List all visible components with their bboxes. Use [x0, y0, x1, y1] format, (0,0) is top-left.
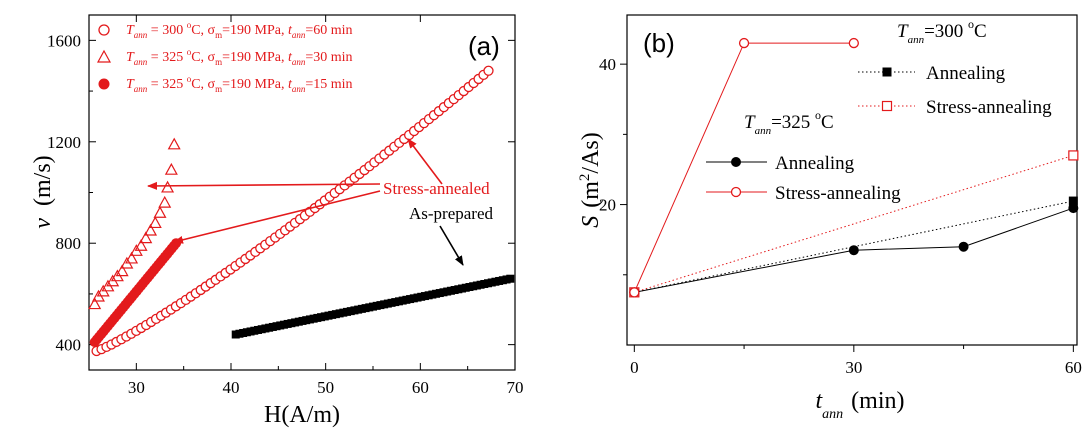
x-tick-label: 60	[1065, 358, 1082, 377]
panel-b-data	[629, 37, 1079, 298]
y-tick-label: 1200	[47, 133, 81, 152]
data-point	[125, 251, 139, 264]
data-point	[134, 239, 148, 251]
panel-a-ylabel-sym: v	[30, 218, 56, 229]
y-tick-label: 800	[56, 234, 82, 253]
series-filled-square	[231, 274, 515, 339]
panel-b-ticks: 0 30 60 20 40	[599, 55, 1082, 377]
annotation-as-prepared: As-prepared	[409, 204, 494, 223]
arrow-to-open-circle-series	[407, 138, 443, 185]
data-point	[161, 180, 175, 193]
x-tick-label: 40	[223, 378, 240, 397]
data-point	[629, 287, 640, 298]
data-point	[88, 297, 102, 310]
panel-a-ylabel: v (m/s)	[30, 155, 56, 228]
annotation-stress-annealed: Stress-annealed	[383, 179, 490, 198]
panel-b: 0 30 60 20 40 (b) tann (min) S (m2/As) Tann=30…	[577, 14, 1082, 422]
panel-b-ylabel-end: /As)	[578, 132, 604, 173]
data-point	[483, 65, 494, 76]
data-point	[738, 37, 750, 49]
legend-label: Tann = 325 oC, σm=190 MPa, tann=30 min	[126, 47, 353, 67]
data-point	[115, 264, 129, 277]
panel-b-legend: Tann=300 oC Annealing Stress-annealing Tann…	[706, 17, 1052, 204]
legend-label-annealing-300: Annealing	[926, 63, 1006, 84]
legend-label-stress-300: Stress-annealing	[926, 97, 1052, 118]
panel-b-ylabel-unit: (m	[578, 181, 604, 208]
panel-b-xlabel-unit: (min)	[851, 388, 904, 414]
legend-group-300-title: Tann=300 oC	[897, 17, 987, 46]
legend-marker	[882, 67, 892, 77]
y-tick-label: 40	[599, 55, 616, 74]
legend-label-annealing-325: Annealing	[775, 153, 855, 174]
x-tick-label: 0	[630, 358, 639, 377]
legend-label: Tann = 300 oC, σm=190 MPa, tann=60 min	[126, 20, 353, 40]
series-line	[634, 207, 1074, 293]
panel-b-frame	[626, 14, 1078, 346]
legend-marker	[730, 186, 742, 198]
legend-label-stress-325: Stress-annealing	[775, 183, 901, 204]
data-point	[139, 231, 153, 244]
series-325C-annealing	[629, 203, 1079, 298]
arrow-to-triangle-series	[147, 181, 381, 190]
arrow-to-as-prepared-series	[439, 225, 464, 266]
panel-b-xlabel: tann (min)	[816, 388, 905, 422]
data-point	[506, 274, 515, 283]
panel-a-label: (a)	[468, 31, 500, 61]
legend-label: Tann = 325 oC, σm=190 MPa, tann=15 min	[126, 74, 353, 94]
series-open-triangle	[88, 137, 181, 310]
panel-b-ylabel-sym: S	[578, 216, 604, 228]
panel-b-label: (b)	[643, 28, 675, 58]
x-tick-label: 60	[412, 378, 429, 397]
y-tick-label: 400	[56, 336, 82, 355]
panel-a-ticks: 30 40 50 60 70 400 800 1200 1600	[47, 15, 524, 397]
legend-marker	[96, 49, 112, 63]
panel-a-ylabel-unit: (m/s)	[30, 155, 56, 206]
data-point	[158, 195, 172, 208]
panel-b-xlabel-sym: t	[816, 388, 824, 414]
data-point	[167, 137, 181, 150]
legend-marker	[98, 24, 110, 36]
y-tick-label: 1600	[47, 31, 81, 50]
x-tick-label: 30	[128, 378, 145, 397]
panel-b-ylabel-sup: 2	[577, 174, 593, 182]
data-point	[1068, 203, 1079, 214]
series-line	[634, 154, 1074, 293]
legend-marker	[731, 157, 741, 167]
series-open-circle	[91, 65, 494, 357]
data-point	[164, 162, 178, 175]
arrow-to-filled-circle-series	[173, 190, 381, 244]
panel-b-xlabel-sub: ann	[822, 407, 843, 422]
data-point	[1068, 150, 1079, 161]
panel-a: 30 40 50 60 70 400 800 1200 1600 (a) H(A/m) v (m…	[30, 14, 524, 428]
y-tick-label: 20	[599, 196, 616, 215]
data-point	[153, 206, 167, 218]
data-point	[958, 241, 969, 252]
data-point	[144, 223, 158, 236]
data-point	[848, 245, 859, 256]
series-325C-stress-annealing	[629, 37, 859, 298]
panel-a-xlabel: H(A/m)	[264, 402, 340, 428]
data-point	[1068, 196, 1078, 206]
x-tick-label: 30	[845, 358, 862, 377]
data-point	[848, 37, 859, 49]
legend-marker	[881, 100, 893, 112]
panel-a-legend: Tann = 300 oC, σm=190 MPa, tann=60 min Ta…	[96, 20, 353, 94]
legend-marker	[98, 78, 110, 90]
legend-group-325-title: Tann=325 oC	[744, 108, 834, 137]
x-tick-label: 50	[317, 378, 334, 397]
data-point	[148, 216, 162, 229]
panel-b-ylabel: S (m2/As)	[577, 132, 604, 228]
x-tick-label: 70	[507, 378, 524, 397]
